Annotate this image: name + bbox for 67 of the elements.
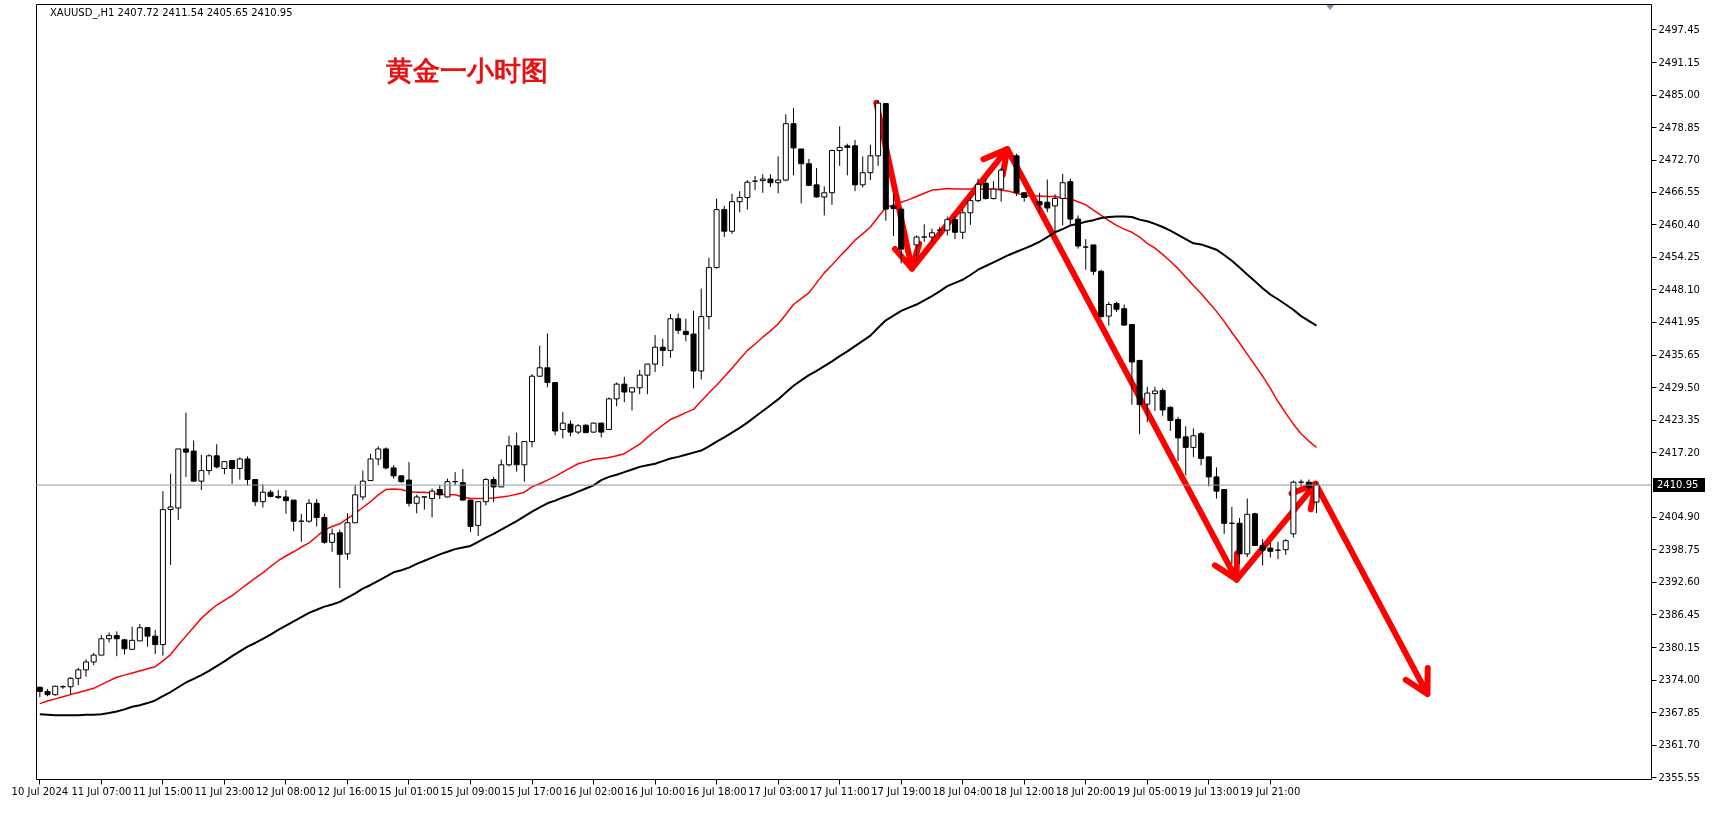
y-tick-label: 2374.00 xyxy=(1658,674,1700,686)
x-tick-label: 16 Jul 10:00 xyxy=(625,785,686,797)
y-tick-label: 2448.10 xyxy=(1658,283,1700,295)
candlestick xyxy=(1082,238,1089,271)
x-tick-label: 15 Jul 17:00 xyxy=(502,785,563,797)
y-tick-label: 2392.60 xyxy=(1658,576,1700,588)
y-tick-label: 2485.00 xyxy=(1658,89,1700,101)
y-tick-label: 2367.85 xyxy=(1658,706,1700,718)
candlestick xyxy=(421,496,428,511)
y-tick-label: 2491.15 xyxy=(1658,56,1700,68)
candlestick xyxy=(944,215,951,236)
x-tick-label: 18 Jul 12:00 xyxy=(994,785,1055,797)
candlestick xyxy=(921,223,928,243)
text: 黄金一小时图 xyxy=(385,55,548,86)
x-tick-label: 10 Jul 2024 xyxy=(11,785,69,797)
y-tick-label: 2435.65 xyxy=(1658,349,1700,361)
y-tick-label: 2404.90 xyxy=(1658,511,1700,523)
candlestick xyxy=(113,630,120,657)
candlestick xyxy=(1151,386,1158,412)
x-tick-label: 11 Jul 07:00 xyxy=(71,785,132,797)
y-tick-label: 2423.35 xyxy=(1658,414,1700,426)
x-tick-label: 17 Jul 03:00 xyxy=(748,785,809,797)
x-tick-label: 19 Jul 05:00 xyxy=(1117,785,1178,797)
candlestick xyxy=(405,461,412,507)
y-tick-label: 2466.55 xyxy=(1658,186,1700,198)
y-tick-label: 2417.20 xyxy=(1658,446,1700,458)
y-tick-label: 2386.45 xyxy=(1658,608,1700,620)
x-tick-label: 15 Jul 01:00 xyxy=(379,785,439,797)
x-tick-label: 12 Jul 16:00 xyxy=(317,785,378,797)
candlestick xyxy=(206,453,213,476)
x-tick-label: 17 Jul 19:00 xyxy=(871,785,932,797)
x-tick-label: 11 Jul 15:00 xyxy=(132,785,193,797)
candlestick xyxy=(928,228,935,243)
x-tick-label: 17 Jul 11:00 xyxy=(809,785,870,797)
y-tick-label: 2454.25 xyxy=(1658,251,1700,263)
candlestick xyxy=(82,658,89,678)
candlestick xyxy=(429,488,436,518)
candlestick xyxy=(182,412,189,478)
y-tick-label: 2478.85 xyxy=(1658,121,1700,133)
y-tick-label: 2497.45 xyxy=(1658,23,1700,35)
annotation: XAUUSD_,H1 2407.72 2411.54 2405.65 2410.95 xyxy=(50,7,293,19)
x-tick-label: 12 Jul 08:00 xyxy=(255,785,316,797)
x-tick-label: 15 Jul 09:00 xyxy=(440,785,501,797)
y-tick-label: 2460.40 xyxy=(1658,218,1700,230)
x-tick-label: 11 Jul 23:00 xyxy=(194,785,255,797)
y-tick-label: 2398.75 xyxy=(1658,543,1700,555)
x-tick-label: 19 Jul 13:00 xyxy=(1178,785,1239,797)
candlestick xyxy=(505,435,512,467)
candlestick xyxy=(413,494,420,514)
y-tick-label: 2355.55 xyxy=(1658,771,1700,783)
candlestick xyxy=(1175,416,1182,462)
candlestick xyxy=(306,498,313,524)
candlestick xyxy=(952,215,959,240)
x-tick-label: 18 Jul 04:00 xyxy=(932,785,993,797)
y-tick-label: 2380.15 xyxy=(1658,641,1700,653)
x-tick-label: 16 Jul 02:00 xyxy=(563,785,624,797)
x-tick-label: 16 Jul 18:00 xyxy=(686,785,747,797)
y-tick-label: 2429.50 xyxy=(1658,381,1700,393)
ref-line-label: 2410.95 xyxy=(1657,479,1699,491)
y-tick-label: 2441.95 xyxy=(1658,316,1700,328)
x-tick-label: 19 Jul 21:00 xyxy=(1240,785,1301,797)
candlestick xyxy=(629,387,636,411)
y-tick-label: 2361.70 xyxy=(1658,739,1700,751)
x-tick-label: 18 Jul 20:00 xyxy=(1055,785,1116,797)
candlestick xyxy=(752,175,759,191)
candlestick xyxy=(913,234,920,261)
y-tick-label: 2472.70 xyxy=(1658,154,1700,166)
